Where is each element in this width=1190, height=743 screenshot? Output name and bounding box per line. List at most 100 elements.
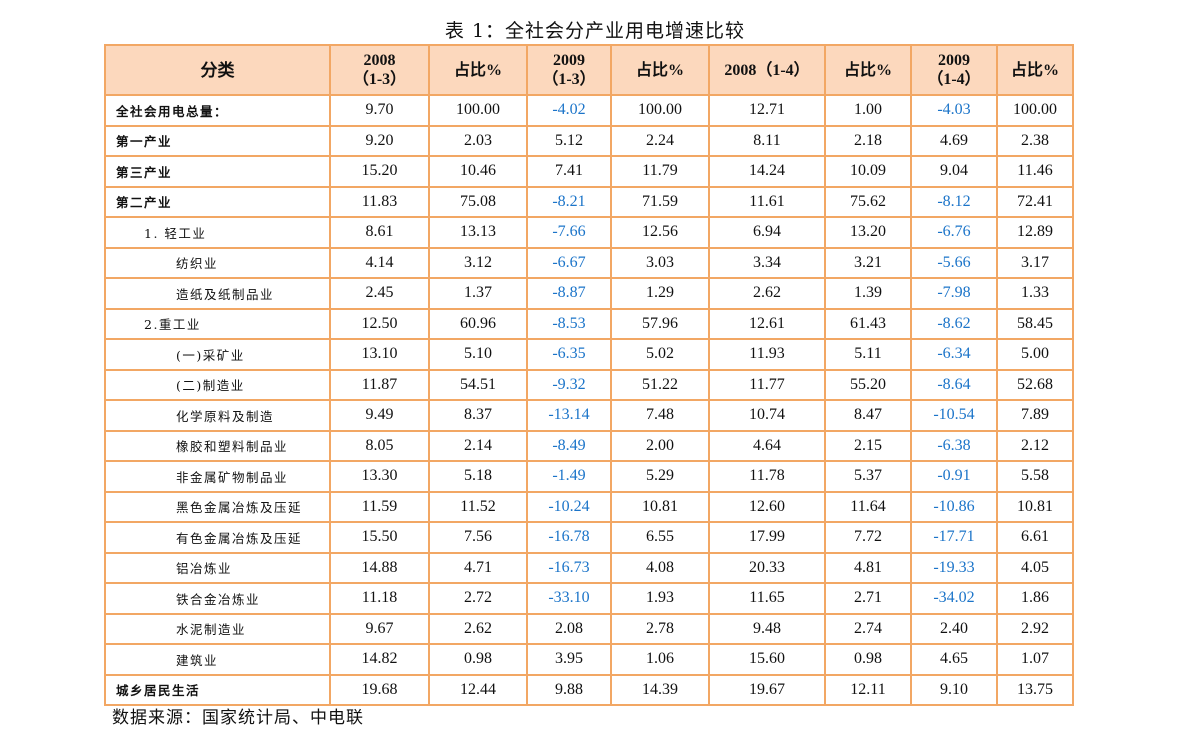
table-row: (二)制造业 11.87 54.51 -9.32 51.22 11.77 55.20 -8.6…: [104, 368, 1074, 401]
table-cell: 51.22: [610, 368, 710, 401]
table-cell: -19.33: [910, 551, 998, 584]
table-cell: 9.04: [910, 155, 998, 188]
table-row: 第二产业 11.83 75.08 -8.21 71.59 11.61 75.62 -8.12 7…: [104, 185, 1074, 218]
column-header: 2009 （1-4）: [910, 44, 998, 96]
table-cell: 12.11: [824, 673, 912, 706]
table-cell: 8.11: [708, 124, 826, 157]
table-cell: 72.41: [996, 185, 1074, 218]
row-category-label: 铁合金冶炼业: [104, 582, 331, 615]
table-cell: 5.37: [824, 460, 912, 493]
table-cell: 7.72: [824, 521, 912, 554]
column-header: 占比%: [996, 44, 1074, 96]
table-cell: 11.79: [610, 155, 710, 188]
table-cell: 2.24: [610, 124, 710, 157]
table-cell: -4.02: [526, 94, 612, 127]
header-label: 分类: [200, 60, 235, 80]
table-cell: -8.21: [526, 185, 612, 218]
table-cell: 19.68: [329, 673, 430, 706]
row-category-label: 第一产业: [104, 124, 331, 157]
table-cell: 13.75: [996, 673, 1074, 706]
row-category-label: 化学原料及制造: [104, 399, 331, 432]
table-cell: 14.88: [329, 551, 430, 584]
table-cell: -6.38: [910, 429, 998, 462]
table-cell: 2.92: [996, 612, 1074, 645]
data-source-note: 数据来源：国家统计局、中电联: [112, 708, 364, 728]
table-cell: 6.94: [708, 216, 826, 249]
table-cell: 2.74: [824, 612, 912, 645]
row-category-label: 1. 轻工业: [104, 216, 331, 249]
header-sublabel: （1-3）: [352, 71, 407, 88]
table-cell: 3.12: [428, 246, 528, 279]
table-row: 铝冶炼业 14.88 4.71 -16.73 4.08 20.33 4.81 -19.33 4.…: [104, 551, 1074, 584]
table-cell: 1.29: [610, 277, 710, 310]
table-cell: 75.62: [824, 185, 912, 218]
table-cell: 2.15: [824, 429, 912, 462]
table-cell: 15.50: [329, 521, 430, 554]
table-row: 水泥制造业 9.67 2.62 2.08 2.78 9.48 2.74 2.40 2.92: [104, 612, 1074, 645]
row-category-label: 2.重工业: [104, 307, 331, 340]
table-cell: 10.46: [428, 155, 528, 188]
column-header: 2008 （1-3）: [329, 44, 430, 96]
row-category-label: 非金属矿物制品业: [104, 460, 331, 493]
table-cell: 12.61: [708, 307, 826, 340]
table-cell: -6.67: [526, 246, 612, 279]
table-cell: 3.21: [824, 246, 912, 279]
header-row: 分类 2008 （1-3） 占比% 2009 （1-3） 占比% 2008（1-4） 占比% 20…: [104, 44, 1074, 96]
table-cell: -16.73: [526, 551, 612, 584]
table-cell: 5.00: [996, 338, 1074, 371]
table-cell: 11.83: [329, 185, 430, 218]
table-row: 铁合金冶炼业 11.18 2.72 -33.10 1.93 11.65 2.71 -34.02…: [104, 582, 1074, 615]
table-cell: 2.45: [329, 277, 430, 310]
table-cell: 2.12: [996, 429, 1074, 462]
table-cell: -8.87: [526, 277, 612, 310]
table-cell: 4.71: [428, 551, 528, 584]
table-cell: 15.20: [329, 155, 430, 188]
table-cell: 9.20: [329, 124, 430, 157]
table-row: 城乡居民生活 19.68 12.44 9.88 14.39 19.67 12.11 9.10 1…: [104, 673, 1074, 706]
table-cell: -5.66: [910, 246, 998, 279]
table-row: 第三产业 15.20 10.46 7.41 11.79 14.24 10.09 9.04 11.…: [104, 155, 1074, 188]
table-cell: 12.44: [428, 673, 528, 706]
table-cell: 14.39: [610, 673, 710, 706]
table-cell: 10.09: [824, 155, 912, 188]
row-category-label: 城乡居民生活: [104, 673, 331, 706]
table-cell: 9.49: [329, 399, 430, 432]
table-row: 非金属矿物制品业 13.30 5.18 -1.49 5.29 11.78 5.37 -0.91…: [104, 460, 1074, 493]
table-cell: 3.03: [610, 246, 710, 279]
table-cell: 12.60: [708, 490, 826, 523]
row-category-label: 橡胶和塑料制品业: [104, 429, 331, 462]
table-cell: 58.45: [996, 307, 1074, 340]
table-cell: 8.05: [329, 429, 430, 462]
table-cell: -17.71: [910, 521, 998, 554]
table-cell: 3.95: [526, 643, 612, 676]
table-cell: 19.67: [708, 673, 826, 706]
header-sublabel: （1-4）: [927, 71, 981, 88]
table-cell: 12.50: [329, 307, 430, 340]
table-cell: 2.72: [428, 582, 528, 615]
row-category-label: 水泥制造业: [104, 612, 331, 645]
table-row: 2.重工业 12.50 60.96 -8.53 57.96 12.61 61.43 -8.62…: [104, 307, 1074, 340]
table-cell: 2.62: [708, 277, 826, 310]
table-cell: 2.71: [824, 582, 912, 615]
table-cell: 100.00: [610, 94, 710, 127]
table-row: (一)采矿业 13.10 5.10 -6.35 5.02 11.93 5.11 -6.34 5.…: [104, 338, 1074, 371]
table-cell: 11.46: [996, 155, 1074, 188]
row-category-label: 第二产业: [104, 185, 331, 218]
header-label: 2009: [938, 52, 970, 69]
table-cell: 61.43: [824, 307, 912, 340]
column-header: 2008（1-4）: [708, 44, 826, 96]
table-cell: 52.68: [996, 368, 1074, 401]
table-cell: 1.00: [824, 94, 912, 127]
table-cell: 100.00: [428, 94, 528, 127]
table-row: 1. 轻工业 8.61 13.13 -7.66 12.56 6.94 13.20 -6.76 1…: [104, 216, 1074, 249]
table-cell: -10.24: [526, 490, 612, 523]
table-cell: 9.48: [708, 612, 826, 645]
table-cell: 55.20: [824, 368, 912, 401]
table-cell: 9.67: [329, 612, 430, 645]
header-label: 占比%: [843, 61, 892, 79]
table-cell: 17.99: [708, 521, 826, 554]
table-cell: 8.61: [329, 216, 430, 249]
table-cell: 20.33: [708, 551, 826, 584]
table-cell: -33.10: [526, 582, 612, 615]
table-cell: 1.39: [824, 277, 912, 310]
